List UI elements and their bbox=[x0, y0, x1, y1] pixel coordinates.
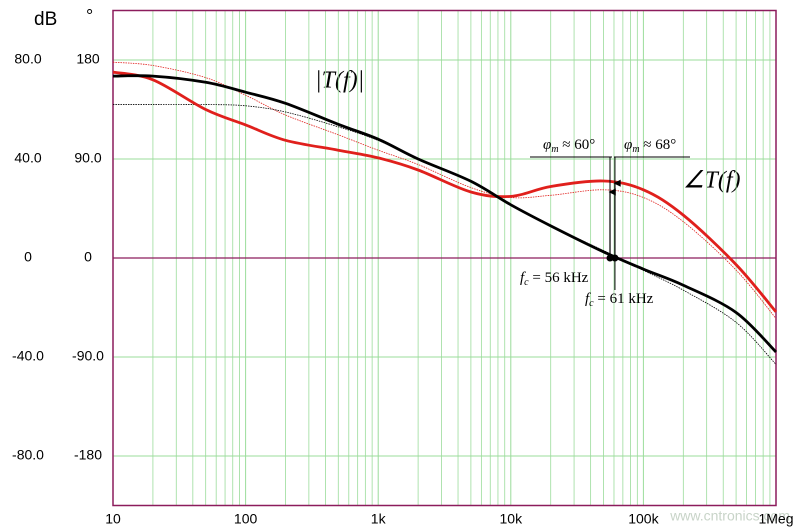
fc-text: = 61 kHz bbox=[594, 291, 654, 307]
x-tick-label: 10k bbox=[500, 511, 524, 527]
pm-text: ≈ 60° bbox=[559, 137, 596, 153]
x-tick-label: 10 bbox=[105, 511, 121, 527]
pm-sub: m bbox=[632, 144, 639, 155]
series-line bbox=[112, 74, 777, 354]
fc-symbol: f bbox=[520, 270, 526, 286]
y-tick-label: 40.0 bbox=[14, 150, 41, 166]
series-line bbox=[112, 61, 777, 319]
x-tick-label: 100k bbox=[628, 511, 659, 527]
y2-tick-label: 180 bbox=[76, 51, 100, 67]
fc-text: = 56 kHz bbox=[529, 270, 589, 286]
pm-symbol: φ bbox=[543, 137, 551, 153]
y-tick-label: 0 bbox=[24, 249, 32, 265]
pm-symbol: φ bbox=[624, 137, 632, 153]
y-tick-label: -80.0 bbox=[12, 447, 44, 463]
fc-label: fc = 61 kHz bbox=[585, 291, 654, 309]
y-tick-label: 80.0 bbox=[14, 51, 41, 67]
phase-label: ∠T(f) bbox=[683, 168, 741, 194]
y-tick-label: -40.0 bbox=[12, 348, 44, 364]
crossover-dot bbox=[606, 254, 614, 262]
x-tick-label: 100 bbox=[234, 511, 258, 527]
y2-tick-label: 0 bbox=[84, 249, 92, 265]
watermark: www.cntronics.com bbox=[669, 508, 790, 524]
pm-sub: m bbox=[551, 144, 558, 155]
series-line bbox=[113, 104, 777, 365]
crossover-dot bbox=[611, 254, 619, 262]
plot-frame bbox=[112, 9, 777, 507]
y2-tick-label: 90.0 bbox=[74, 150, 101, 166]
fc-sub: c bbox=[589, 298, 594, 309]
fc-sub: c bbox=[524, 277, 529, 288]
y-unit: dB bbox=[34, 9, 57, 30]
x-tick-label: 1Meg bbox=[758, 511, 793, 527]
magnitude-label: |T(f)| bbox=[315, 68, 364, 94]
y2-tick-label: -90.0 bbox=[72, 348, 104, 364]
pm-label: φm ≈ 60° bbox=[543, 137, 595, 155]
fc-symbol: f bbox=[585, 291, 591, 307]
series-line bbox=[112, 70, 778, 313]
y2-tick-label: -180 bbox=[74, 447, 102, 463]
x-tick-label: 1k bbox=[371, 511, 387, 527]
pm-label: φm ≈ 68° bbox=[624, 137, 676, 155]
y2-unit: ° bbox=[86, 6, 93, 26]
pm-text: ≈ 68° bbox=[640, 137, 677, 153]
fc-label: fc = 56 kHz bbox=[520, 270, 589, 288]
